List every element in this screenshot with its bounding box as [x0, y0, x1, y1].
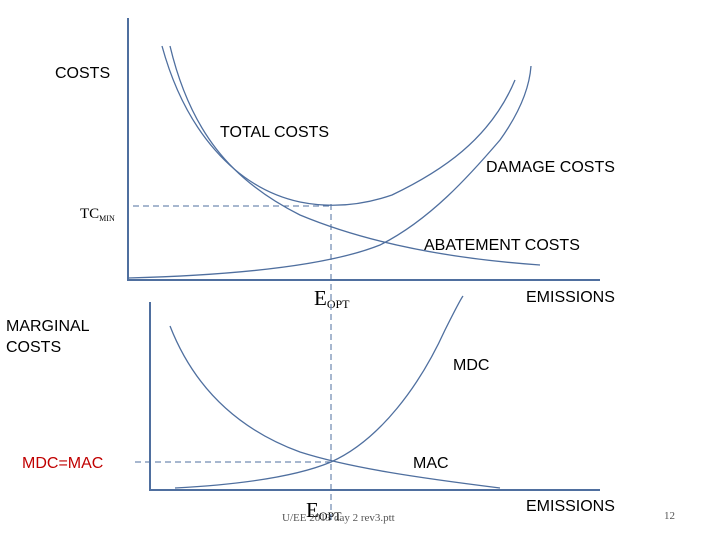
abatement-costs-curve	[127, 65, 532, 279]
mdc-equals-mac-label: MDC=MAC	[22, 455, 103, 472]
total-costs-label: TOTAL COSTS	[220, 124, 329, 141]
top-panel: COSTS TOTAL COSTS DAMAGE COSTS ABATEMENT…	[55, 18, 615, 311]
top-axes	[127, 18, 600, 281]
marginal-costs-axis-label-line2: COSTS	[6, 339, 61, 356]
bottom-e-opt-sub: OPT	[319, 509, 342, 523]
bottom-emissions-axis-label: EMISSIONS	[526, 498, 615, 515]
tc-min-label: TCMIN	[80, 206, 115, 223]
tc-min-sub: MIN	[99, 214, 115, 223]
bottom-axes	[149, 302, 600, 491]
tc-min-main: TC	[80, 206, 99, 222]
marginal-costs-axis-label-line1: MARGINAL	[6, 318, 90, 335]
mac-label: MAC	[413, 455, 449, 472]
top-e-opt-sub: OPT	[327, 297, 350, 311]
top-e-opt-main: E	[314, 286, 327, 310]
top-emissions-axis-label: EMISSIONS	[526, 289, 615, 306]
abatement-costs-label: ABATEMENT COSTS	[424, 237, 580, 254]
damage-costs-label: DAMAGE COSTS	[486, 159, 615, 176]
mdc-curve	[174, 295, 464, 489]
damage-costs-curve	[169, 45, 541, 266]
total-costs-curve	[161, 45, 516, 206]
mac-curve	[169, 325, 501, 489]
slide-number: 12	[664, 510, 675, 522]
bottom-e-opt-label: EOPT	[306, 498, 342, 523]
footer-file-name: U/EE 2013 day 2 rev3.ptt	[282, 512, 395, 524]
top-e-opt-label: EOPT	[314, 286, 350, 311]
bottom-panel: MARGINAL COSTS MDC MAC MDC=MAC EMISSIONS…	[6, 295, 615, 523]
bottom-e-opt-main: E	[306, 498, 319, 522]
costs-axis-label: COSTS	[55, 65, 110, 82]
mdc-label: MDC	[453, 357, 489, 374]
